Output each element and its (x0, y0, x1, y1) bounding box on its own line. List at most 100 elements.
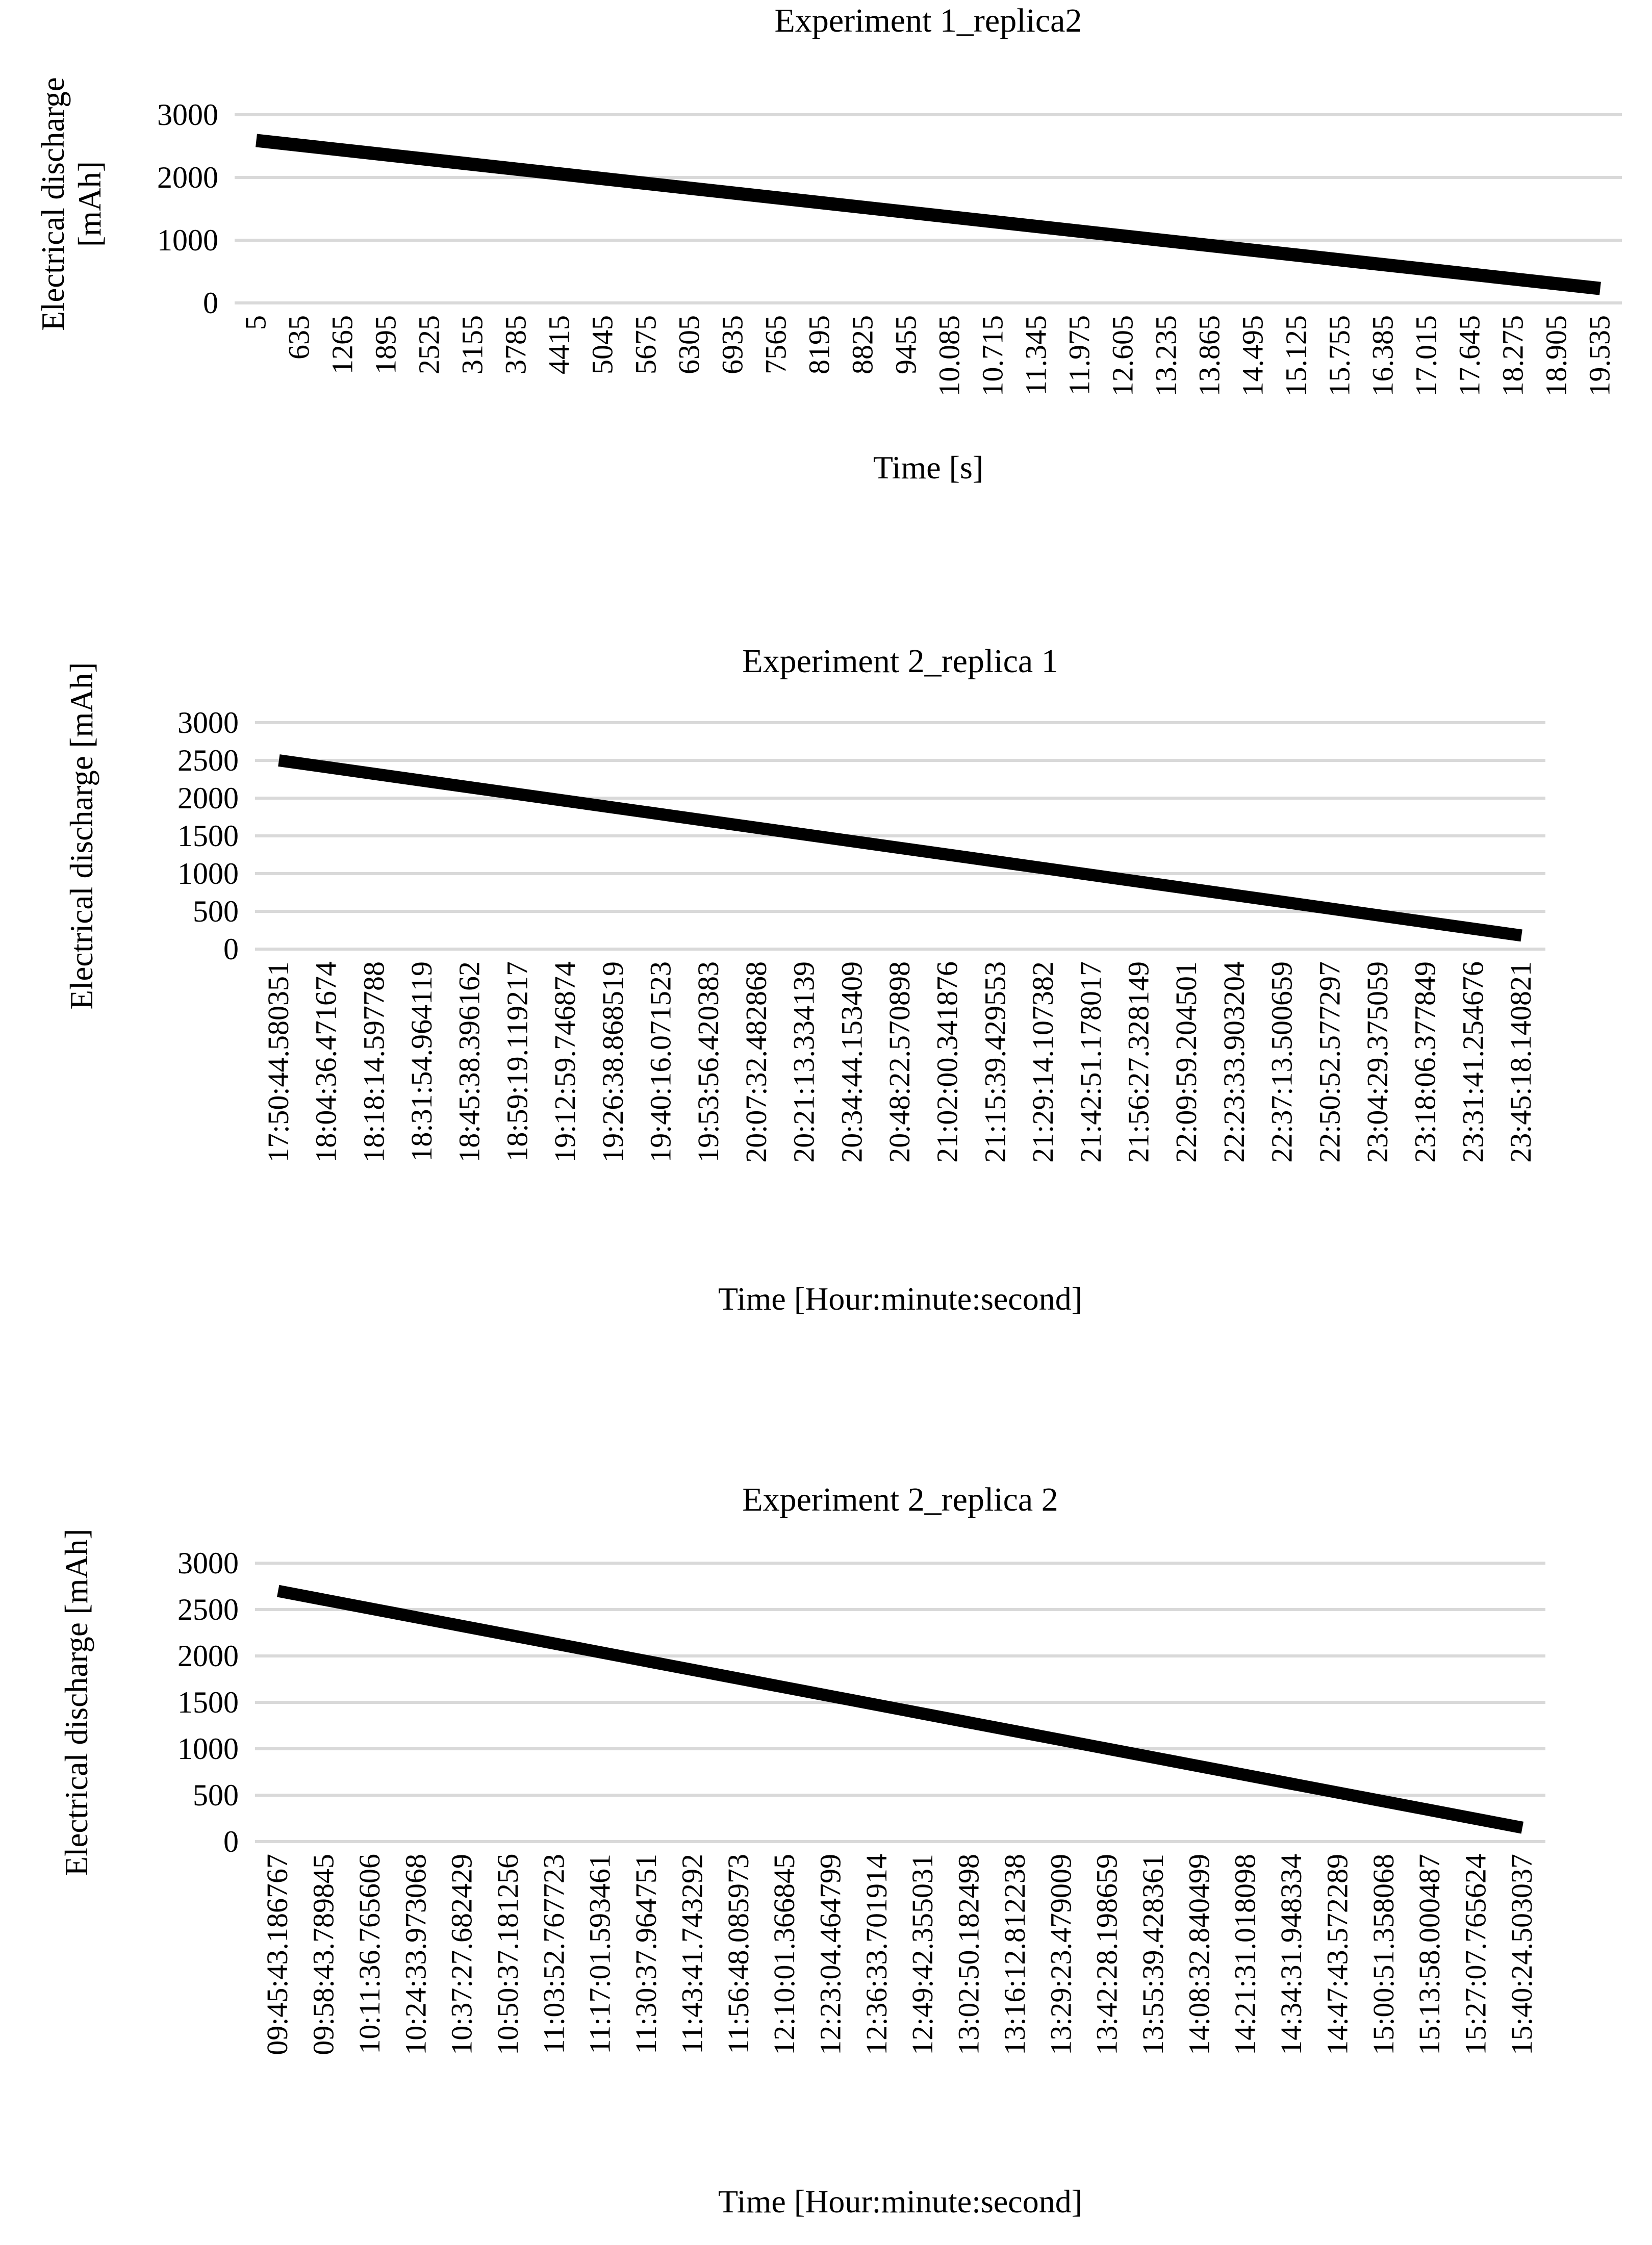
y-tick-label: 1500 (177, 1686, 239, 1719)
x-tick-label: 15.755 (1323, 315, 1356, 397)
x-tick-label: 19:26:38.868519 (596, 961, 629, 1163)
x-tick-label: 10:37:27.682429 (445, 1854, 478, 2055)
y-tick-label: 3000 (157, 98, 218, 132)
x-tick-label: 18:31:54.964119 (405, 961, 438, 1162)
x-tick-label: 23:04:29.375059 (1361, 961, 1394, 1163)
x-tick-label: 12:23:04.464799 (814, 1854, 847, 2055)
x-tick-label: 11:17:01.593461 (583, 1854, 617, 2054)
x-tick-label: 09:45:43.186767 (261, 1854, 294, 2055)
y-tick-label: 500 (193, 1778, 239, 1812)
x-tick-label: 23:31:41.254676 (1456, 961, 1489, 1163)
x-tick-label: 22:23:33.903204 (1217, 961, 1251, 1163)
x-tick-label: 5675 (629, 315, 663, 374)
x-tick-label: 22:37:13.500659 (1265, 961, 1299, 1163)
x-tick-label: 17:50:44.580351 (262, 961, 295, 1163)
x-tick-label: 19:53:56.420383 (692, 961, 725, 1163)
x-tick-label: 16.385 (1366, 315, 1400, 397)
x-tick-label: 14:21:31.018098 (1229, 1854, 1262, 2055)
x-tick-label: 12:49:42.355031 (906, 1854, 939, 2055)
x-tick-label: 20:48:22.570898 (883, 961, 916, 1163)
x-tick-label: 09:58:43.789845 (307, 1854, 340, 2055)
x-tick-label: 635 (283, 315, 316, 360)
x-tick-label: 13:42:28.198659 (1090, 1854, 1124, 2055)
x-tick-label: 21:15:39.429553 (978, 961, 1011, 1163)
y-tick-label: 2000 (177, 1639, 239, 1673)
x-tick-label: 19.535 (1583, 315, 1616, 397)
data-line (276, 1585, 1524, 1834)
x-tick-label: 19:40:16.071523 (644, 961, 677, 1163)
x-tick-label: 13.235 (1150, 315, 1183, 397)
y-tick-label: 1000 (177, 857, 239, 890)
x-tick-label: 21:56:27.328149 (1122, 961, 1155, 1163)
x-tick-label: 13.865 (1193, 315, 1226, 397)
x-axis-title: Time [Hour:minute:second] (718, 1281, 1082, 1317)
x-tick-label: 20:21:13.334139 (787, 961, 821, 1163)
data-line (256, 134, 1601, 295)
x-tick-label: 4415 (543, 315, 576, 374)
x-tick-label: 14.495 (1236, 315, 1269, 397)
x-tick-label: 17.645 (1453, 315, 1486, 397)
x-tick-label: 12:36:33.701914 (860, 1854, 893, 2055)
x-tick-label: 18:18:14.597788 (357, 961, 390, 1163)
x-tick-label: 3155 (456, 315, 489, 374)
x-tick-label: 7565 (759, 315, 793, 374)
x-tick-label: 20:07:32.482868 (740, 961, 773, 1163)
chart-title: Experiment 2_replica 2 (742, 1481, 1058, 1518)
x-tick-label: 14:08:32.840499 (1182, 1854, 1215, 2055)
x-tick-label: 5045 (586, 315, 619, 374)
x-tick-label: 10.085 (933, 315, 966, 397)
x-tick-label: 12:10:01.366845 (768, 1854, 801, 2055)
x-tick-label: 13:29:23.479009 (1044, 1854, 1077, 2055)
data-line (278, 754, 1522, 942)
x-tick-label: 15:27:07.765624 (1459, 1854, 1492, 2055)
x-tick-label: 6305 (673, 315, 706, 374)
x-tick-label: 14:47:43.572289 (1320, 1854, 1354, 2055)
x-tick-label: 10:11:36.765606 (353, 1854, 386, 2054)
x-tick-label: 11:43:41.743292 (675, 1854, 708, 2054)
chart-title: Experiment 2_replica 1 (742, 643, 1058, 680)
x-tick-label: 15:00:51.358068 (1367, 1854, 1400, 2055)
x-tick-label: 11:56:48.085973 (722, 1854, 755, 2054)
x-tick-label: 9455 (889, 315, 923, 374)
x-tick-label: 22:09:59.204501 (1170, 961, 1203, 1163)
x-tick-label: 11:30:37.964751 (629, 1854, 663, 2054)
x-tick-label: 18:04:36.471674 (310, 961, 343, 1163)
y-tick-label: 1000 (177, 1732, 239, 1766)
x-tick-label: 17.015 (1410, 315, 1443, 397)
x-tick-label: 11:03:52.767723 (537, 1854, 570, 2054)
x-tick-label: 10:24:33.973068 (399, 1854, 432, 2055)
y-tick-label: 0 (203, 286, 218, 320)
x-tick-label: 1895 (369, 315, 402, 374)
y-tick-label: 1000 (157, 223, 218, 257)
y-tick-label: 500 (193, 895, 239, 928)
x-tick-label: 21:29:14.107382 (1026, 961, 1059, 1163)
x-tick-label: 12.605 (1106, 315, 1139, 397)
x-tick-label: 10.715 (976, 315, 1009, 397)
x-tick-label: 21:42:51.178017 (1074, 961, 1107, 1163)
chart-title: Experiment 1_replica2 (774, 2, 1082, 39)
x-tick-label: 13:02:50.182498 (952, 1854, 985, 2055)
x-tick-label: 11.345 (1020, 315, 1053, 395)
y-tick-label: 0 (223, 932, 239, 966)
x-tick-label: 18.275 (1496, 315, 1530, 397)
x-tick-label: 1265 (326, 315, 359, 374)
x-tick-label: 15:13:58.000487 (1413, 1854, 1446, 2055)
x-tick-label: 13:16:12.812238 (998, 1854, 1031, 2055)
y-tick-label: 2000 (177, 781, 239, 815)
y-tick-label: 2500 (177, 1593, 239, 1626)
x-tick-label: 15.125 (1280, 315, 1313, 397)
x-tick-label: 10:50:37.181256 (491, 1854, 524, 2055)
x-tick-label: 20:34:44.153409 (835, 961, 868, 1163)
y-tick-label: 3000 (177, 1546, 239, 1580)
y-tick-label: 1500 (177, 819, 239, 853)
x-tick-label: 22:50:52.577297 (1313, 961, 1346, 1163)
x-tick-label: 8825 (846, 315, 879, 374)
x-tick-label: 21:02:00.341876 (931, 961, 964, 1163)
x-tick-label: 18.905 (1540, 315, 1573, 397)
x-tick-label: 19:12:59.746874 (548, 961, 581, 1163)
x-tick-label: 23:45:18.140821 (1504, 961, 1537, 1163)
x-tick-label: 6935 (716, 315, 749, 374)
